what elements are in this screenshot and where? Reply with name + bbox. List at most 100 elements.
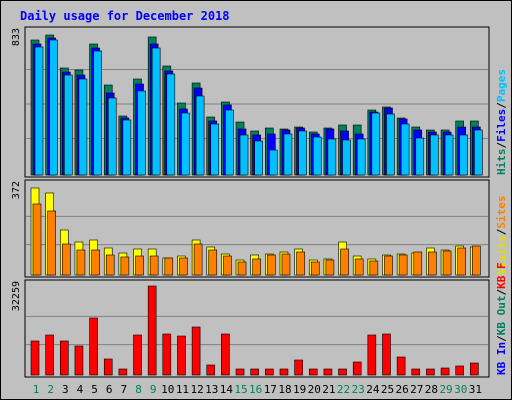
bar-sites-day-17 (267, 254, 276, 276)
legend-entry: / (495, 335, 508, 342)
bar-sites-day-23 (354, 258, 364, 276)
bar-sites-day-18 (281, 253, 291, 276)
x-axis-labels: 1 2 3 4 5 6 7 8 9 10 11 12 13 14 15 16 17 18 19 20 21 22 23 24 2… (33, 383, 482, 396)
panel-frame (24, 279, 490, 378)
bar-sites-day-3 (61, 243, 71, 276)
bar-sites-day-12 (193, 243, 203, 276)
bar-kb-f-day-4 (74, 345, 84, 376)
bar-kb-f-day-29 (440, 367, 450, 376)
legend-entry: KB In (495, 342, 508, 375)
bar-sites-day-10 (164, 257, 174, 276)
bar-pages-day-27 (415, 137, 425, 176)
bar-kb-f-day-31 (470, 362, 479, 376)
x-tick-label: 2 (47, 383, 54, 396)
bar-sites-day-31 (472, 245, 481, 276)
bar-sites-day-11 (179, 257, 188, 276)
bar-pages-day-17 (269, 149, 278, 176)
bar-pages-day-6 (107, 97, 117, 176)
bar-sites-day-27 (413, 251, 423, 276)
bar-kb-f-day-8 (133, 334, 142, 376)
bar-pages-day-10 (166, 73, 176, 176)
bar-kb-f-day-11 (177, 335, 186, 376)
bar-kb-f-day-1 (30, 340, 40, 376)
legend-entry: KB Out (495, 296, 508, 336)
x-tick-label: 21 (322, 383, 335, 396)
bar-pages-day-24 (371, 112, 381, 176)
bar-kb-f-day-3 (59, 340, 69, 376)
bar-pages-day-14 (225, 109, 234, 176)
x-tick-label: 27 (410, 383, 423, 396)
bar-kb-f-day-28 (426, 368, 435, 376)
bar-sites-day-6 (105, 254, 115, 276)
x-tick-label: 23 (352, 383, 365, 396)
bar-pages-day-29 (444, 134, 454, 176)
bar-pages-day-7 (122, 119, 132, 176)
bar-kb-f-day-25 (382, 333, 391, 376)
bar-kb-f-day-21 (323, 368, 333, 376)
bar-pages-day-31 (474, 129, 483, 176)
bar-pages-day-18 (283, 133, 293, 176)
bar-pages-day-11 (181, 112, 190, 176)
legend-entry: / (495, 228, 508, 235)
x-tick-label: 22 (337, 383, 350, 396)
bar-pages-day-3 (63, 74, 73, 176)
x-tick-label: 16 (249, 383, 262, 396)
bar-kb-f-day-23 (352, 361, 362, 376)
x-tick-label: 13 (205, 383, 218, 396)
bar-pages-day-4 (78, 78, 88, 176)
bar-pages-day-25 (386, 113, 395, 176)
bar-sites-day-8 (135, 255, 144, 276)
bar-kb-f-day-20 (308, 368, 318, 376)
legend: Visits/Sites (495, 196, 508, 276)
bar-sites-day-1 (32, 203, 42, 276)
x-tick-label: 9 (150, 383, 157, 396)
bar-kb-f-day-24 (367, 334, 377, 376)
bar-pages-day-5 (93, 50, 102, 176)
bar-sites-day-26 (398, 254, 408, 276)
legend: Hits/Files/Pages (495, 69, 508, 175)
x-tick-label: 6 (106, 383, 113, 396)
x-tick-label: 28 (425, 383, 438, 396)
bar-sites-day-25 (384, 255, 393, 276)
bar-kb-f-day-19 (294, 359, 303, 376)
x-tick-label: 5 (91, 383, 98, 396)
bar-kb-f-day-2 (45, 334, 54, 376)
legend-entry: KB F (495, 262, 508, 289)
x-tick-label: 11 (176, 383, 189, 396)
bar-pages-day-21 (327, 138, 337, 176)
legend-entry: Hits (495, 149, 508, 176)
bar-sites-day-29 (442, 250, 452, 276)
x-tick-label: 4 (77, 383, 84, 396)
bar-sites-day-14 (223, 255, 232, 276)
legend-entry: / (495, 289, 508, 296)
y-max-label: 32259 (11, 281, 22, 311)
legend-entry: Sites (495, 196, 508, 229)
x-tick-label: 7 (121, 383, 128, 396)
bar-pages-day-20 (312, 136, 322, 176)
bar-pages-day-1 (34, 46, 44, 176)
x-tick-label: 26 (396, 383, 409, 396)
x-tick-label: 17 (264, 383, 277, 396)
bar-pages-day-23 (356, 138, 366, 176)
bar-sites-day-19 (296, 251, 305, 276)
bar-pages-day-2 (49, 39, 58, 176)
bar-sites-day-16 (252, 258, 261, 276)
bar-pages-day-12 (195, 95, 205, 176)
x-tick-label: 24 (366, 383, 380, 396)
bar-kb-f-day-14 (221, 333, 230, 376)
bar-kb-f-day-22 (338, 368, 347, 376)
bar-kb-f-day-10 (162, 333, 172, 376)
bar-kb-f-day-30 (455, 365, 465, 376)
x-tick-label: 19 (293, 383, 306, 396)
bar-kb-f-day-13 (206, 364, 216, 376)
legend-entry: / (495, 102, 508, 109)
bar-kb-f-day-12 (191, 326, 201, 376)
x-tick-label: 15 (234, 383, 247, 396)
bar-sites-day-20 (310, 261, 320, 276)
bar-kb-f-day-27 (411, 368, 421, 376)
bar-pages-day-16 (254, 140, 263, 176)
bar-kb-f-day-7 (118, 368, 128, 376)
bar-sites-day-4 (76, 249, 86, 276)
